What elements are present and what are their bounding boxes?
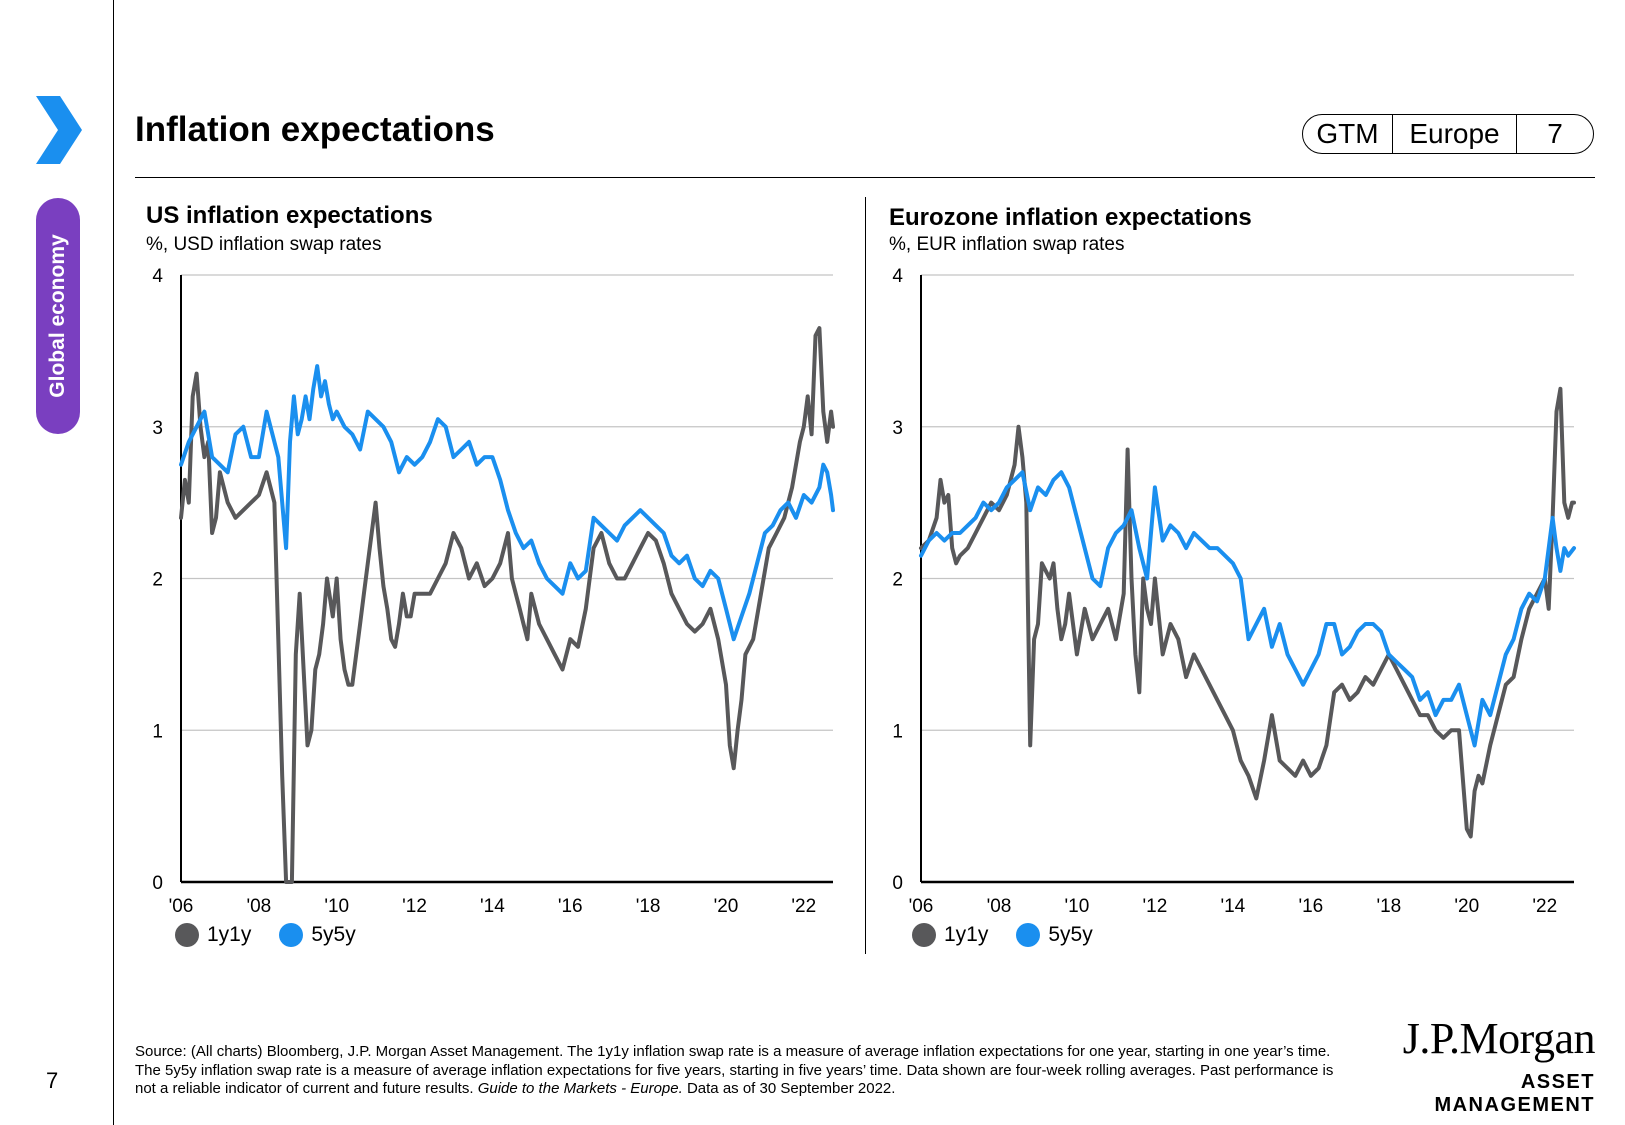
legend-label-5y5y: 5y5y [311, 923, 356, 946]
us-chart-subtitle: %, USD inflation swap rates [146, 234, 382, 255]
us-y-tick-label: 3 [152, 418, 163, 439]
legend-swatch-5y5y [1016, 923, 1041, 947]
us-x-tick-label: '08 [246, 896, 271, 917]
legend-item-1y1y: 1y1y [175, 923, 251, 947]
ez-x-tick-label: '14 [1220, 896, 1245, 917]
ez-y-tick-label: 2 [892, 570, 903, 591]
guide-tag: GTM Europe 7 [1302, 114, 1594, 154]
ez-x-tick-label: '10 [1065, 896, 1090, 917]
legend-item-5y5y: 5y5y [279, 923, 356, 947]
source-text: Source: (All charts) Bloomberg, J.P. Mor… [135, 1043, 1334, 1097]
guide-tag-region: Europe [1393, 115, 1517, 153]
us-series-line-1y1y [179, 326, 835, 884]
ez-x-tick-label: '16 [1298, 896, 1323, 917]
us-y-tick-label: 0 [152, 873, 163, 894]
ez-legend: 1y1y 5y5y [912, 923, 1121, 947]
legend-swatch-1y1y [912, 923, 936, 947]
page-number: 7 [46, 1068, 59, 1093]
us-x-tick-label: '20 [714, 896, 739, 917]
chart-divider [865, 197, 866, 954]
source-note: Source: (All charts) Bloomberg, J.P. Mor… [135, 1043, 1350, 1099]
legend-swatch-1y1y [175, 923, 199, 947]
ez-x-tick-label: '08 [987, 896, 1012, 917]
guide-tag-gtm: GTM [1303, 115, 1393, 153]
us-chart-title: US inflation expectations [146, 202, 433, 229]
us-series-line-5y5y [179, 364, 835, 642]
source-italic: Guide to the Markets - Europe. [477, 1080, 683, 1097]
us-x-tick-label: '12 [402, 896, 427, 917]
us-x-tick-label: '16 [558, 896, 583, 917]
title-rule [135, 177, 1595, 178]
ez-y-tick-label: 1 [892, 721, 903, 742]
ez-x-tick-label: '18 [1376, 896, 1401, 917]
ez-series-line-1y1y [919, 386, 1576, 839]
sidebar-divider [113, 0, 114, 1125]
ez-y-tick-label: 0 [892, 873, 903, 894]
legend-label-1y1y: 1y1y [207, 923, 252, 946]
ez-x-tick-label: '12 [1143, 896, 1168, 917]
source-tail: Data as of 30 September 2022. [682, 1080, 896, 1097]
logo-subline: ASSET MANAGEMENT [1434, 1071, 1595, 1116]
guide-tag-page: 7 [1547, 118, 1563, 149]
ez-x-tick-label: '22 [1532, 896, 1557, 917]
us-y-tick-label: 2 [152, 570, 163, 591]
us-x-tick-label: '18 [636, 896, 661, 917]
legend-swatch-5y5y [279, 923, 304, 947]
ez-y-tick-label: 4 [892, 266, 903, 287]
ez-y-tick-label: 3 [892, 418, 903, 439]
legend-item-5y5y: 5y5y [1016, 923, 1093, 947]
us-x-tick-label: '06 [169, 896, 194, 917]
jpmorgan-logo: J.P.Morgan ASSET MANAGEMENT [1370, 1014, 1596, 1117]
us-legend: 1y1y 5y5y [175, 923, 384, 947]
us-y-tick-label: 4 [152, 266, 163, 287]
logo-wordmark: J.P.Morgan [1402, 1014, 1596, 1063]
legend-label-5y5y: 5y5y [1048, 923, 1093, 946]
page-title: Inflation expectations [135, 110, 495, 149]
legend-label-1y1y: 1y1y [944, 923, 989, 946]
ez-series-line-5y5y [919, 470, 1576, 748]
chevron-right-icon [36, 96, 82, 164]
us-x-tick-label: '10 [324, 896, 349, 917]
ez-x-tick-label: '06 [909, 896, 934, 917]
ez-chart-subtitle: %, EUR inflation swap rates [889, 234, 1125, 255]
ez-chart-title: Eurozone inflation expectations [889, 204, 1252, 231]
ez-x-tick-label: '20 [1454, 896, 1479, 917]
legend-item-1y1y: 1y1y [912, 923, 988, 947]
us-y-tick-label: 1 [152, 721, 163, 742]
section-tab[interactable]: Global economy [36, 198, 80, 434]
us-x-tick-label: '14 [480, 896, 505, 917]
us-x-tick-label: '22 [791, 896, 816, 917]
